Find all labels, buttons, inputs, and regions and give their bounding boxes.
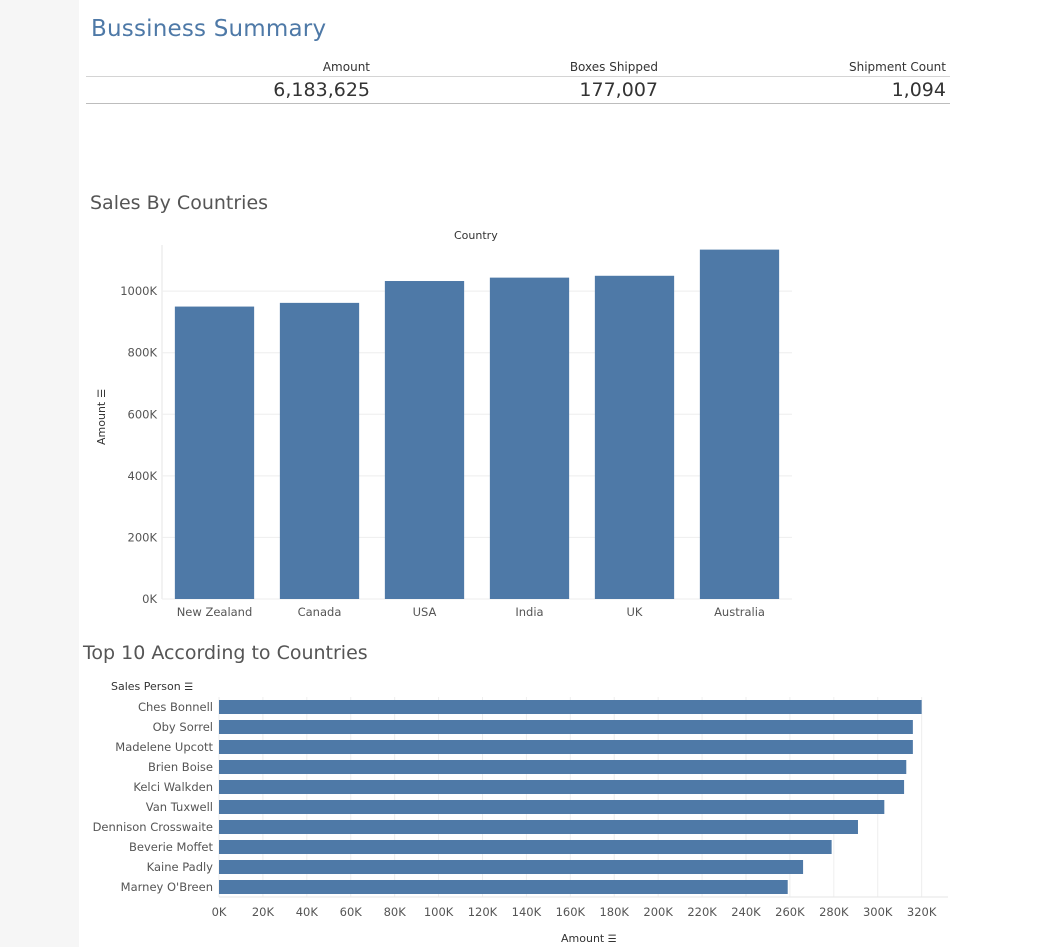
row-label: Madelene Upcott <box>115 740 213 754</box>
x-tick-label: USA <box>413 605 437 619</box>
row-label: Kaine Padly <box>147 860 214 874</box>
kpi-boxes-shipped[interactable]: Boxes Shipped 177,007 <box>374 58 662 103</box>
y-tick-label: 400K <box>128 469 158 483</box>
bar-marney-o-breen[interactable] <box>219 880 788 894</box>
x-tick-label: Canada <box>298 605 342 619</box>
country-axis-title[interactable]: Country <box>454 229 498 242</box>
y-tick-label: 1000K <box>120 284 157 298</box>
top10-amount-axis-label: Amount <box>561 932 605 945</box>
sales-person-header-label: Sales Person <box>111 680 181 693</box>
sales-by-countries-title: Sales By Countries <box>90 192 269 214</box>
summary-table: Amount 6,183,625 Boxes Shipped 177,007 S… <box>86 58 950 105</box>
x-tick-label: 200K <box>643 905 673 919</box>
sort-descending-icon[interactable]: ☰ <box>184 682 194 693</box>
bar-canada[interactable] <box>279 302 360 599</box>
x-tick-label: 260K <box>775 905 805 919</box>
x-tick-label: 240K <box>731 905 761 919</box>
left-margin-strip <box>0 0 79 947</box>
y-tick-label: 200K <box>128 530 158 544</box>
x-tick-label: 320K <box>907 905 937 919</box>
row-label: Beverie Moffet <box>129 840 213 854</box>
y-tick-label: 600K <box>128 407 158 421</box>
y-tick-label: 800K <box>128 346 158 360</box>
x-tick-label: 180K <box>599 905 629 919</box>
bar-usa[interactable] <box>384 281 465 599</box>
top10-amount-axis-title[interactable]: Amount ☰ <box>561 932 617 945</box>
x-tick-label: New Zealand <box>177 605 253 619</box>
summary-header-divider <box>86 76 950 77</box>
x-tick-label: 140K <box>512 905 542 919</box>
summary-bottom-divider <box>86 103 950 104</box>
bar-kelci-walkden[interactable] <box>219 780 905 794</box>
kpi-amount-label: Amount <box>322 60 370 74</box>
bar-australia[interactable] <box>699 249 780 600</box>
bar-india[interactable] <box>489 277 570 599</box>
bar-madelene-upcott[interactable] <box>219 740 913 754</box>
bar-brien-boise[interactable] <box>219 760 907 774</box>
sales-person-header[interactable]: Sales Person ☰ <box>111 680 193 693</box>
y-tick-label: 0K <box>142 592 157 606</box>
bar-beverie-moffet[interactable] <box>219 840 832 854</box>
x-tick-label: Australia <box>714 605 765 619</box>
x-tick-label: India <box>515 605 543 619</box>
row-label: Van Tuxwell <box>146 800 213 814</box>
bar-dennison-crosswaite[interactable] <box>219 820 858 834</box>
x-tick-label: 0K <box>212 905 227 919</box>
row-label: Ches Bonnell <box>138 700 213 714</box>
x-tick-label: 300K <box>863 905 893 919</box>
x-tick-label: 220K <box>687 905 717 919</box>
kpi-shipment-count[interactable]: Shipment Count 1,094 <box>662 58 950 103</box>
x-tick-label: 280K <box>819 905 849 919</box>
x-tick-label: 20K <box>252 905 275 919</box>
row-label: Oby Sorrel <box>153 720 213 734</box>
kpi-amount-value: 6,183,625 <box>273 79 370 101</box>
x-tick-label: 120K <box>468 905 498 919</box>
kpi-shipment-count-value: 1,094 <box>891 79 946 101</box>
x-tick-label: UK <box>627 605 643 619</box>
bar-new-zealand[interactable] <box>174 306 255 599</box>
x-tick-label: 80K <box>384 905 407 919</box>
bar-kaine-padly[interactable] <box>219 860 804 874</box>
kpi-boxes-shipped-label: Boxes Shipped <box>569 60 658 74</box>
x-tick-label: 100K <box>424 905 454 919</box>
bar-uk[interactable] <box>594 275 675 599</box>
bar-ches-bonnell[interactable] <box>219 700 922 714</box>
sort-descending-icon[interactable]: ☰ <box>607 934 617 945</box>
bar-oby-sorrel[interactable] <box>219 720 913 734</box>
row-label: Kelci Walkden <box>133 780 213 794</box>
row-label: Brien Boise <box>148 760 213 774</box>
row-label: Marney O'Breen <box>121 880 213 894</box>
kpi-boxes-shipped-value: 177,007 <box>579 79 658 101</box>
kpi-amount[interactable]: Amount 6,183,625 <box>86 58 374 103</box>
x-tick-label: 40K <box>296 905 319 919</box>
bar-van-tuxwell[interactable] <box>219 800 885 814</box>
row-label: Dennison Crosswaite <box>93 820 213 834</box>
x-tick-label: 60K <box>340 905 363 919</box>
x-tick-label: 160K <box>556 905 586 919</box>
page-title: Bussiness Summary <box>91 16 327 42</box>
kpi-shipment-count-label: Shipment Count <box>848 60 946 74</box>
top10-title: Top 10 According to Countries <box>83 642 368 664</box>
